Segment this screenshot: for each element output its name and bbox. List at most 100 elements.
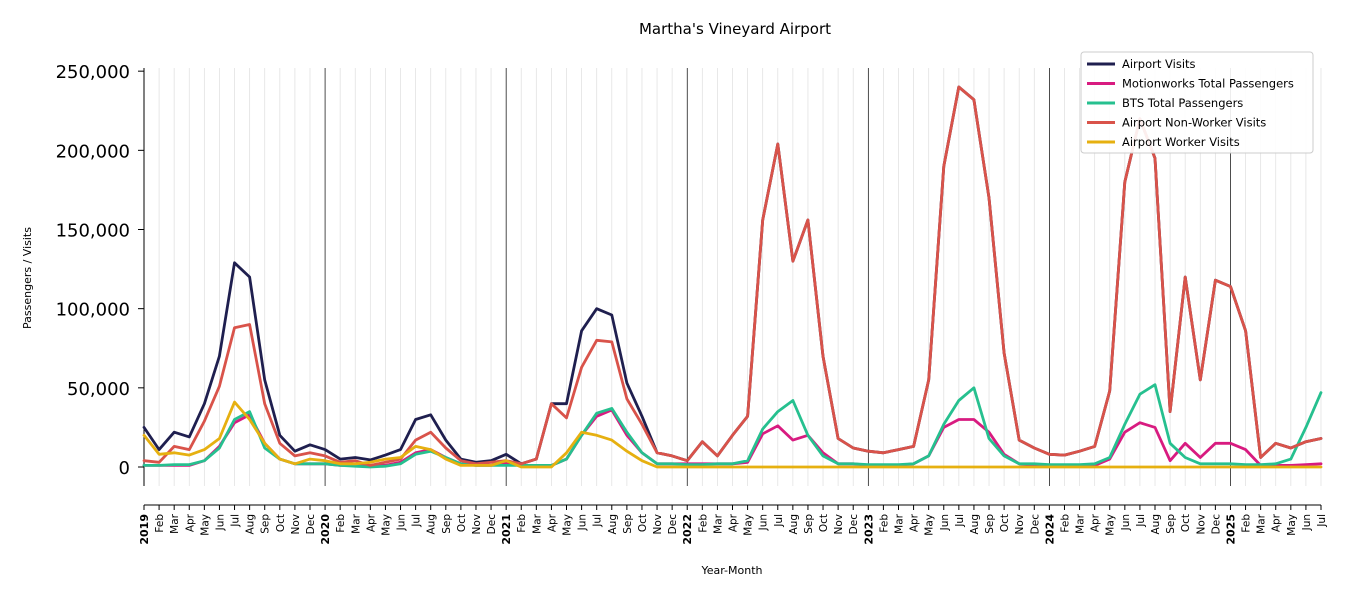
x-tick-label-month: Feb bbox=[1241, 514, 1253, 533]
legend-entry: Airport Non-Worker Visits bbox=[1122, 116, 1266, 130]
legend-entry: BTS Total Passengers bbox=[1122, 96, 1243, 110]
x-tick-label-month: Feb bbox=[335, 514, 347, 533]
x-tick-label-month: Dec bbox=[848, 514, 860, 535]
y-tick-label: 150,000 bbox=[56, 221, 130, 242]
x-tick-label-month: May bbox=[562, 514, 574, 536]
x-tick-label-month: Aug bbox=[1150, 514, 1162, 535]
y-tick-label: 200,000 bbox=[56, 141, 130, 162]
x-tick-label-month: Jun bbox=[577, 514, 589, 531]
x-tick-label-month: Jul bbox=[1316, 514, 1328, 528]
x-tick-label-month: Apr bbox=[184, 513, 196, 532]
x-tick-label-month: Sep bbox=[622, 514, 634, 534]
x-tick-label-month: Mar bbox=[712, 513, 724, 533]
x-tick-label-month: Aug bbox=[607, 514, 619, 535]
x-tick-label-month: Apr bbox=[1090, 513, 1102, 532]
x-tick-label-month: Aug bbox=[788, 514, 800, 535]
x-tick-label-month: Nov bbox=[290, 514, 302, 535]
x-tick-label-month: Nov bbox=[833, 514, 845, 535]
x-tick-label-month: Dec bbox=[667, 514, 679, 535]
x-tick-label-month: Nov bbox=[1014, 514, 1026, 535]
x-tick-label-month: Sep bbox=[441, 514, 453, 534]
x-tick-label-month: Nov bbox=[1195, 514, 1207, 535]
x-tick-label-month: Oct bbox=[637, 514, 649, 532]
x-tick-label-month: Mar bbox=[169, 513, 181, 533]
x-tick-label-month: Mar bbox=[893, 513, 905, 533]
x-tick-label-month: Oct bbox=[1180, 514, 1192, 532]
x-tick-label-year: 2025 bbox=[1224, 514, 1237, 545]
legend-entry: Motionworks Total Passengers bbox=[1122, 77, 1294, 91]
x-tick-label-month: Dec bbox=[486, 514, 498, 535]
x-tick-label-month: Apr bbox=[546, 513, 558, 532]
legend-entry: Airport Worker Visits bbox=[1122, 135, 1240, 149]
x-tick-label-month: Apr bbox=[1271, 513, 1283, 532]
x-tick-label-month: Jun bbox=[1301, 514, 1313, 531]
y-tick-label: 250,000 bbox=[56, 62, 130, 83]
x-tick-label-month: May bbox=[1105, 514, 1117, 536]
series-line-airport-non-worker-visits bbox=[142, 85, 1323, 467]
x-tick-label-month: Dec bbox=[1029, 514, 1041, 535]
x-tick-label-month: May bbox=[380, 514, 392, 536]
series-line-bts-total-passengers bbox=[142, 383, 1323, 469]
x-tick-label-month: Mar bbox=[1256, 513, 1268, 533]
x-tick-label-year: 2023 bbox=[862, 514, 875, 545]
y-tick-label: 50,000 bbox=[67, 379, 130, 400]
series-line-airport-worker-visits bbox=[142, 400, 1323, 469]
x-tick-label-month: Feb bbox=[697, 514, 709, 533]
x-tick-label-month: Aug bbox=[969, 514, 981, 535]
x-tick-label-month: Jul bbox=[411, 514, 423, 528]
series-lines bbox=[142, 85, 1323, 469]
y-tick-label: 0 bbox=[119, 458, 130, 479]
y-tick-label: 100,000 bbox=[56, 300, 130, 321]
x-tick-label-month: May bbox=[199, 514, 211, 536]
x-tick-label-month: Jul bbox=[592, 514, 604, 528]
x-tick-label-month: Mar bbox=[531, 513, 543, 533]
x-tick-label-month: May bbox=[1286, 514, 1298, 536]
chart-title: Martha's Vineyard Airport bbox=[639, 20, 831, 38]
x-tick-label-year: 2024 bbox=[1043, 514, 1056, 545]
x-tick-label-month: Sep bbox=[984, 514, 996, 534]
x-tick-label-month: May bbox=[743, 514, 755, 536]
x-tick-label-month: Jul bbox=[230, 514, 242, 528]
legend: Airport Visits Motionworks Total Passenge… bbox=[1080, 51, 1314, 154]
x-tick-label-month: Oct bbox=[999, 514, 1011, 532]
x-tick-label-month: Jun bbox=[939, 514, 951, 531]
x-tick-label-year: 2021 bbox=[500, 514, 513, 545]
x-tick-label-year: 2019 bbox=[138, 514, 151, 545]
x-tick-label-month: Apr bbox=[365, 513, 377, 532]
x-tick-label-month: Jun bbox=[214, 514, 226, 531]
x-tick-label-month: Apr bbox=[909, 513, 921, 532]
x-tick-label-month: Feb bbox=[516, 514, 528, 533]
x-tick-label-month: Oct bbox=[275, 514, 287, 532]
x-tick-label-month: Feb bbox=[878, 514, 890, 533]
x-tick-label-month: Jun bbox=[1120, 514, 1132, 531]
x-tick-label-month: Mar bbox=[1075, 513, 1087, 533]
x-tick-label-month: Oct bbox=[456, 514, 468, 532]
x-tick-label-month: Sep bbox=[260, 514, 272, 534]
x-tick-label-month: Jul bbox=[1135, 514, 1147, 528]
x-tick-label-month: Aug bbox=[426, 514, 438, 535]
x-tick-label-month: Nov bbox=[471, 514, 483, 535]
x-tick-label-year: 2020 bbox=[319, 514, 332, 545]
x-tick-labels: 2019 Feb Mar Apr May Jun Jul Aug Sep Oct Nov Dec 202… bbox=[138, 505, 1328, 545]
x-tick-label-year: 2022 bbox=[681, 514, 694, 545]
grid bbox=[143, 68, 1322, 486]
x-tick-label-month: Feb bbox=[1059, 514, 1071, 533]
x-tick-label-month: Feb bbox=[154, 514, 166, 533]
x-tick-label-month: Oct bbox=[818, 514, 830, 532]
x-tick-label-month: Sep bbox=[1165, 514, 1177, 534]
x-tick-label-month: Mar bbox=[350, 513, 362, 533]
x-tick-label-month: May bbox=[924, 514, 936, 536]
y-axis-label: Passengers / Visits bbox=[21, 227, 34, 329]
x-axis-label: Year-Month bbox=[700, 564, 762, 577]
legend-entry: Airport Visits bbox=[1122, 57, 1196, 71]
x-tick-label-month: Jul bbox=[954, 514, 966, 528]
legend-box bbox=[1080, 51, 1314, 154]
x-tick-label-month: Dec bbox=[305, 514, 317, 535]
x-tick-label-month: Jul bbox=[773, 514, 785, 528]
x-tick-label-month: Apr bbox=[728, 513, 740, 532]
y-tick-labels: 0 50,000 100,000 150,000 200,000 250,000 bbox=[56, 62, 144, 479]
x-tick-label-month: Dec bbox=[1210, 514, 1222, 535]
x-tick-label-month: Nov bbox=[652, 514, 664, 535]
